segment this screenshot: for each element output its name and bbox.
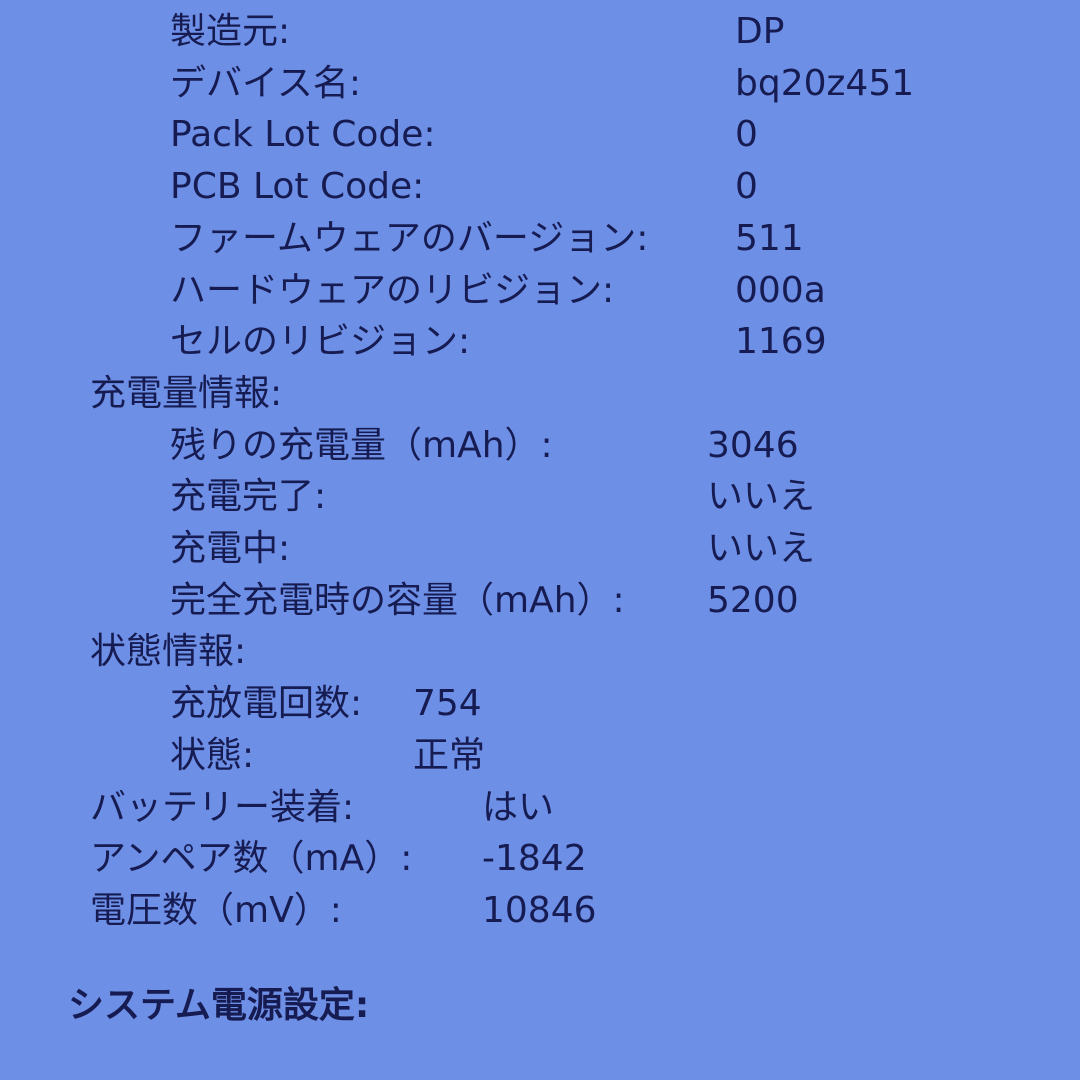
model-info-row-value: DP: [735, 11, 785, 52]
battery-row-value: 10846: [482, 889, 597, 931]
charge-info-row: 完全充電時の容量（mAh）: 5200: [0, 575, 1080, 627]
charge-info-row-label: 充電中:: [170, 528, 291, 569]
charge-info-row-value: いいえ: [707, 528, 816, 569]
system-power-heading-label: システム電源設定:: [68, 985, 370, 1026]
model-info-row: デバイス名: bq20z451: [0, 58, 1080, 110]
model-info-row-label: PCB Lot Code:: [170, 166, 425, 208]
model-info-row-value: bq20z451: [735, 62, 915, 104]
battery-row-label: 電圧数（mV）:: [90, 889, 342, 931]
battery-row: アンペア数（mA）: -1842: [0, 833, 1080, 885]
system-power-heading: システム電源設定:: [0, 980, 1080, 1032]
health-info-heading-label: 状態情報:: [90, 631, 247, 673]
battery-row: バッテリー装着: はい: [0, 782, 1080, 834]
charge-info-row-value: いいえ: [707, 476, 816, 518]
charge-info-row-label: 完全充電時の容量（mAh）:: [170, 579, 625, 621]
model-info-row-value: 0: [735, 114, 758, 156]
model-info-row-label: デバイス名:: [170, 62, 362, 104]
model-info-row: Pack Lot Code: 0: [0, 109, 1080, 161]
health-info-row-value: 754: [413, 683, 482, 725]
battery-row-label: アンペア数（mA）:: [90, 838, 413, 880]
health-info-row-label: 充放電回数:: [170, 683, 363, 725]
charge-info-row-label: 残りの充電量（mAh）:: [170, 424, 553, 466]
model-info-row: ハードウェアのリビジョン: 000a: [0, 265, 1080, 317]
health-info-row-value: 正常: [413, 734, 486, 776]
model-info-row: ファームウェアのバージョン: 511: [0, 213, 1080, 265]
charge-info-row-label: 充電完了:: [170, 476, 327, 518]
health-info-row: 充放電回数: 754: [0, 678, 1080, 730]
battery-row-value: はい: [482, 786, 555, 828]
model-info-row-label: 製造元:: [170, 11, 291, 52]
model-info-row-label: セルのリビジョン:: [170, 321, 471, 363]
charge-info-row-value: 3046: [707, 424, 799, 466]
charge-info-heading-label: 充電量情報:: [90, 372, 283, 414]
charge-info-heading: 充電量情報:: [0, 368, 1080, 420]
model-info-row: セルのリビジョン: 1169: [0, 316, 1080, 368]
health-info-heading: 状態情報:: [0, 626, 1080, 678]
charge-info-row: 充電完了: いいえ: [0, 471, 1080, 523]
charge-info-row: 残りの充電量（mAh）: 3046: [0, 420, 1080, 472]
model-info-row-label: ファームウェアのバージョン:: [170, 217, 649, 259]
health-info-row: 状態: 正常: [0, 730, 1080, 782]
model-info-row: 製造元: DP: [0, 6, 1080, 58]
battery-row-value: -1842: [482, 838, 587, 880]
battery-row-label: バッテリー装着:: [90, 786, 355, 828]
model-info-row-value: 511: [735, 217, 804, 259]
model-info-row-label: ハードウェアのリビジョン:: [170, 269, 615, 311]
model-info-row-value: 000a: [735, 269, 826, 311]
model-info-row-value: 0: [735, 166, 758, 208]
model-info-row: PCB Lot Code: 0: [0, 161, 1080, 213]
model-info-row-value: 1169: [735, 321, 827, 363]
charge-info-row: 充電中: いいえ: [0, 523, 1080, 575]
health-info-row-label: 状態:: [170, 734, 255, 776]
model-info-row-label: Pack Lot Code:: [170, 114, 436, 156]
charge-info-row-value: 5200: [707, 579, 799, 621]
battery-row: 電圧数（mV）: 10846: [0, 885, 1080, 937]
